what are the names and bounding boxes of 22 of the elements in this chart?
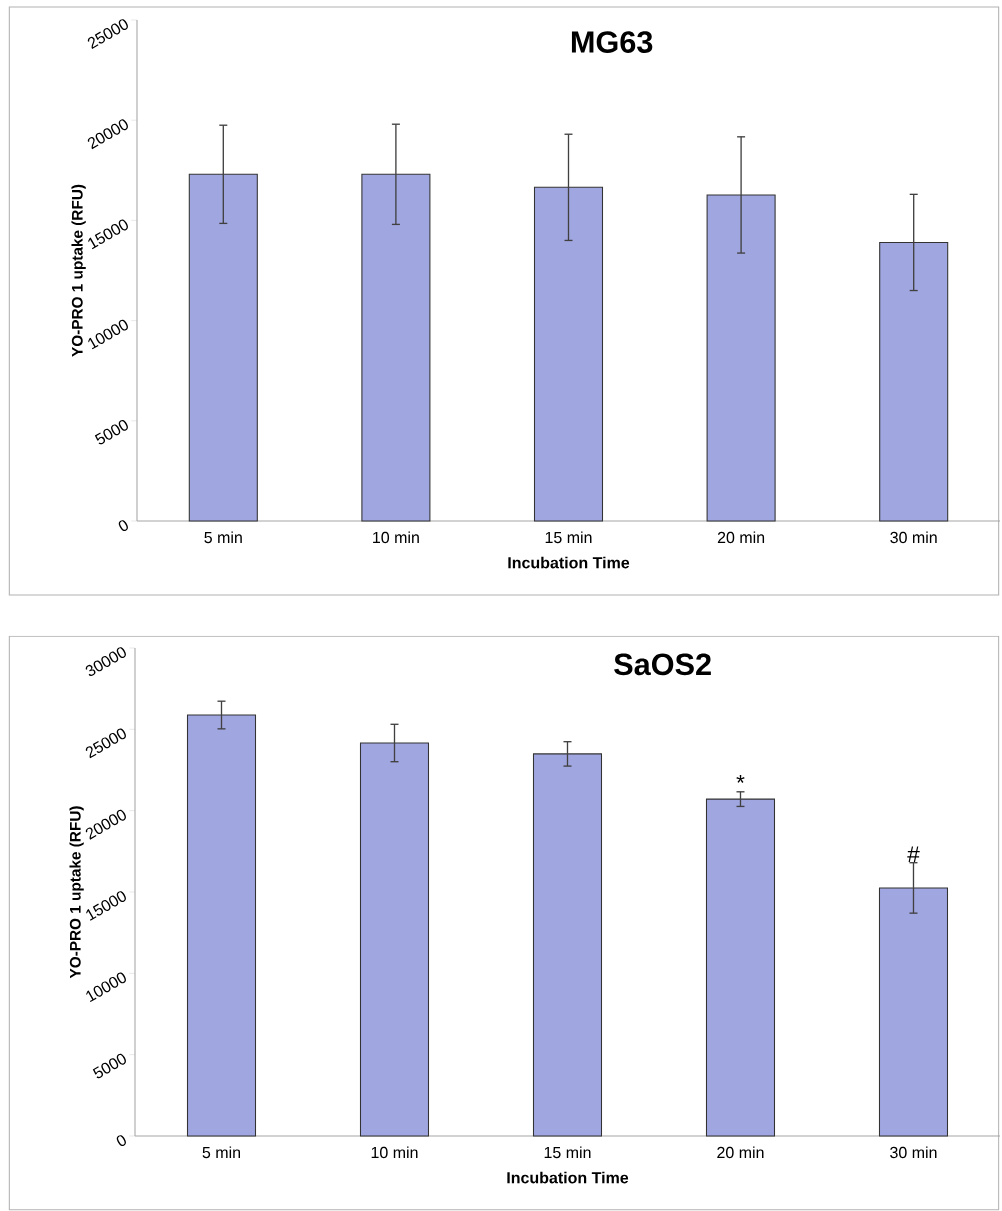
x-tick-label: 30 min: [890, 531, 937, 544]
chart-title: MG63: [571, 31, 653, 53]
x-axis-title: Incubation Time: [507, 1171, 629, 1184]
x-tick-label: 15 min: [545, 531, 592, 544]
x-tick-label: 15 min: [544, 1146, 591, 1159]
chart-title: SaOS2: [614, 653, 711, 676]
y-axis-title: YO-PRO 1 uptake (RFU): [71, 184, 86, 357]
annotation: *: [736, 774, 745, 783]
y-tick-label: 0: [116, 1135, 126, 1147]
y-axis-title: YO-PRO 1 uptake (RFU): [69, 806, 84, 979]
x-tick-label: 20 min: [717, 1146, 764, 1159]
x-tick-label: 5 min: [204, 531, 242, 544]
x-tick-label: 10 min: [373, 531, 419, 544]
x-tick-label: 5 min: [202, 1146, 240, 1159]
y-tick-label: 0: [118, 520, 128, 532]
x-tick-label: 10 min: [371, 1146, 418, 1159]
annotation: #: [907, 846, 920, 862]
x-tick-label: 20 min: [717, 531, 765, 544]
y-tick-label: 5000: [94, 419, 128, 445]
y-tick-label: 5000: [92, 1053, 126, 1079]
x-axis-title: Incubation Time: [508, 556, 630, 569]
x-tick-label: 30 min: [890, 1146, 937, 1159]
